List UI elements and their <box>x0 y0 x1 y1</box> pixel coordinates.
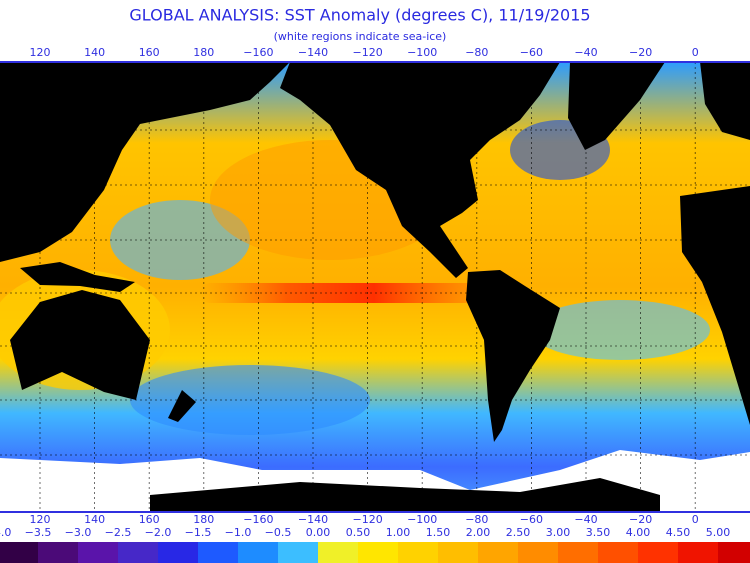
colorbar: −4.0 −3.5 −3.0 −2.5 −2.0 −1.5 −1.0 −0.5 0.00 0.50… <box>0 526 750 563</box>
colorbar-label: −2.0 <box>145 526 172 539</box>
colorbar-swatch <box>238 542 278 563</box>
lon-label-bottom: 180 <box>193 513 214 526</box>
map <box>0 61 750 513</box>
lon-label-bottom: −160 <box>243 513 273 526</box>
colorbar-swatch <box>78 542 118 563</box>
colorbar-swatch <box>638 542 678 563</box>
colorbar-label: 1.50 <box>426 526 451 539</box>
colorbar-swatch <box>718 542 750 563</box>
colorbar-swatch <box>518 542 558 563</box>
colorbar-label: 5.00 <box>706 526 731 539</box>
lon-label-top: −160 <box>243 46 273 59</box>
colorbar-label: −4.0 <box>0 526 11 539</box>
lon-label-bottom: −100 <box>407 513 437 526</box>
south-america <box>466 270 560 442</box>
colorbar-label: 0.50 <box>346 526 371 539</box>
lon-label-bottom: −140 <box>298 513 328 526</box>
colorbar-swatch <box>678 542 718 563</box>
ocean-patch <box>530 300 710 360</box>
australia <box>10 290 150 400</box>
colorbar-swatch <box>118 542 158 563</box>
lon-label-top: −80 <box>465 46 488 59</box>
asia <box>0 62 290 262</box>
lon-label-top: 180 <box>193 46 214 59</box>
lon-label-bottom: 140 <box>84 513 105 526</box>
lon-label-top: −20 <box>629 46 652 59</box>
lon-label-top: −40 <box>574 46 597 59</box>
colorbar-swatch <box>398 542 438 563</box>
colorbar-swatch <box>198 542 238 563</box>
colorbar-label: −1.0 <box>225 526 252 539</box>
axis-labels: 100100120120140140160160180180−160−160−1… <box>30 46 699 526</box>
lon-label-bottom: −40 <box>574 513 597 526</box>
lon-label-bottom: −80 <box>465 513 488 526</box>
colorbar-label: −3.0 <box>65 526 92 539</box>
north-america <box>280 62 560 278</box>
lon-label-top: 120 <box>30 46 51 59</box>
colorbar-label: 1.00 <box>386 526 411 539</box>
lon-label-bottom: 120 <box>30 513 51 526</box>
lon-label-top: −120 <box>352 46 382 59</box>
colorbar-label: −0.5 <box>265 526 292 539</box>
lon-label-top: 160 <box>139 46 160 59</box>
colorbar-swatch <box>0 542 38 563</box>
colorbar-label: 2.00 <box>466 526 491 539</box>
africa <box>680 186 750 425</box>
lon-label-bottom: −20 <box>629 513 652 526</box>
colorbar-label: 3.00 <box>546 526 571 539</box>
colorbar-label: −3.5 <box>25 526 52 539</box>
colorbar-label: 2.50 <box>506 526 531 539</box>
colorbar-swatch <box>278 542 318 563</box>
lon-label-bottom: −120 <box>352 513 382 526</box>
new-zealand <box>168 390 196 422</box>
colorbar-swatch <box>558 542 598 563</box>
colorbar-swatch <box>158 542 198 563</box>
colorbar-swatch <box>318 542 358 563</box>
colorbar-swatch <box>478 542 518 563</box>
lon-label-top: 0 <box>692 46 699 59</box>
colorbar-swatch <box>358 542 398 563</box>
colorbar-swatch <box>438 542 478 563</box>
colorbar-label: −2.5 <box>105 526 132 539</box>
colorbar-swatch <box>598 542 638 563</box>
colorbar-label: 0.00 <box>306 526 331 539</box>
colorbar-label: 4.50 <box>666 526 691 539</box>
lon-label-bottom: 160 <box>139 513 160 526</box>
indonesia <box>20 262 135 292</box>
lon-label-top: −60 <box>520 46 543 59</box>
antarctica <box>150 478 660 512</box>
colorbar-label: 4.00 <box>626 526 651 539</box>
longitude-grid <box>39 62 696 512</box>
europe <box>700 62 750 140</box>
latitude-grid <box>0 129 750 456</box>
lon-label-top: 140 <box>84 46 105 59</box>
lon-label-bottom: 0 <box>692 513 699 526</box>
lon-label-top: −140 <box>298 46 328 59</box>
subtitle: (white regions indicate sea-ice) <box>274 30 447 43</box>
lon-label-bottom: −60 <box>520 513 543 526</box>
colorbar-label: −1.5 <box>185 526 212 539</box>
colorbar-swatch <box>38 542 78 563</box>
lon-label-top: −100 <box>407 46 437 59</box>
title: GLOBAL ANALYSIS: SST Anomaly (degrees C)… <box>129 6 590 25</box>
colorbar-label: 3.50 <box>586 526 611 539</box>
